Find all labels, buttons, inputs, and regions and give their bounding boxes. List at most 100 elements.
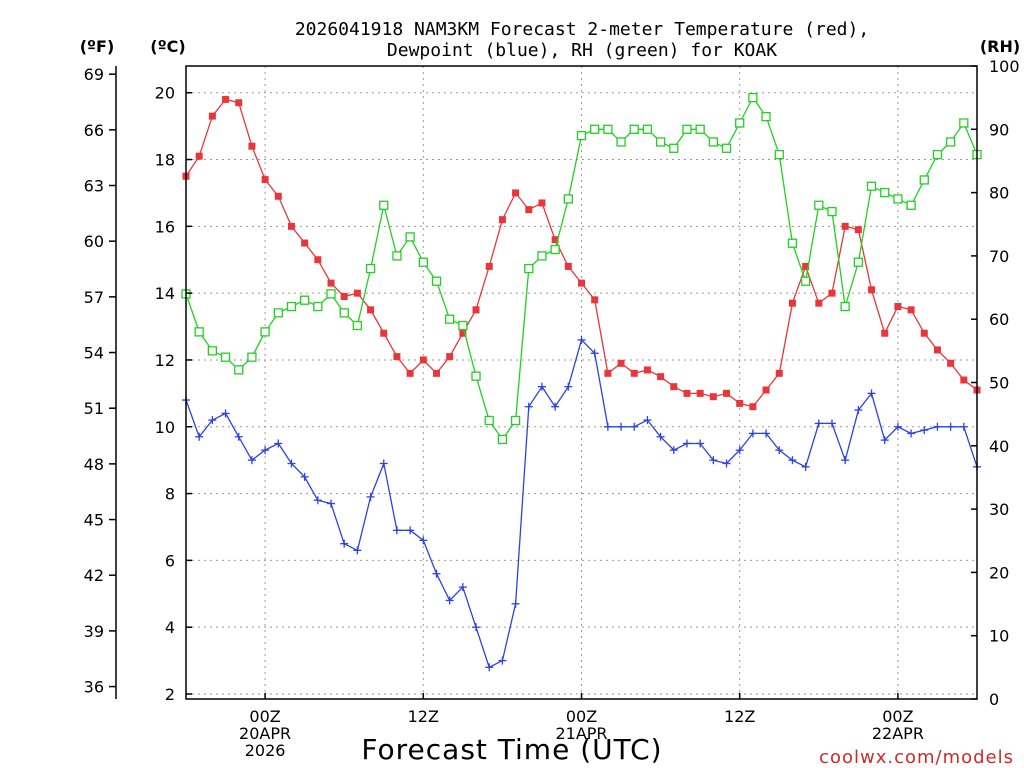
dewpoint-point [340,539,349,548]
dewpoint-point [709,456,718,465]
dewpoint-point [946,422,955,431]
temperature-point [604,369,612,377]
tick-label-fahrenheit: 63 [84,177,104,196]
temperature-point [538,199,546,207]
chart-title: 2026041918 NAM3KM Forecast 2-meter Tempe… [295,19,869,61]
tick-label-rh: 80 [989,184,1009,203]
dewpoint-point [959,422,968,431]
temperature-point [432,369,440,377]
chart-title-line-1: 2026041918 NAM3KM Forecast 2-meter Tempe… [295,19,869,40]
tick-label-fahrenheit: 57 [84,288,104,307]
tick-label-celsius: 10 [155,418,175,437]
temperature-point [749,403,757,411]
rh-point [405,232,415,242]
rh-point [352,320,363,331]
rh-point [616,137,626,147]
dewpoint-point [261,446,270,455]
rh-point [721,143,732,153]
rh-point [695,124,705,134]
dewpoint-point [392,526,401,535]
temperature-point [564,262,572,270]
rh-point [379,200,389,210]
temperature-point [709,393,717,401]
temperature-point [498,216,506,224]
rh-point [550,244,560,255]
tick-label-fahrenheit: 60 [84,232,104,251]
tick-label-celsius: 2 [165,685,175,704]
unit-label-rh: (RH) [980,37,1020,56]
temperature-point [617,359,625,367]
dewpoint-point [696,439,705,448]
rh-point [682,124,692,134]
dewpoint-point [419,536,428,545]
dewpoint-point [577,335,586,344]
rh-point [234,365,244,375]
rh-point [866,181,877,191]
temperature-point [630,369,638,377]
rh-point [392,251,402,261]
temperature-point [301,239,309,247]
dewpoint-point [841,456,850,465]
rh-point [590,124,600,134]
tick-label-time: 12Z [724,707,755,726]
temperature-point [933,346,941,354]
temperature-point [591,296,599,304]
dewpoint-point [537,382,546,391]
rh-point [524,263,534,274]
dewpoint-point [669,446,678,455]
temperature-point [881,329,889,337]
temperature-point [802,262,810,270]
series-1 [182,335,981,672]
dewpoint-point [854,406,863,415]
series-line [185,96,978,441]
series-0 [182,95,981,411]
temperature-point [406,369,414,377]
temperature-point [459,329,467,337]
dewpoint-point [643,416,652,425]
rh-point [774,149,784,160]
tick-label-rh: 20 [989,563,1009,582]
tick-label-fahrenheit: 66 [84,121,104,140]
temperature-point [512,189,520,197]
dewpoint-point [366,492,375,501]
temperature-point [578,279,585,287]
rh-point [761,111,771,122]
dewpoint-point [195,432,204,441]
celsius-axis: 2 4 6 8 10 12 14 16 18 20 [155,84,192,704]
dewpoint-point [327,499,336,508]
dewpoint-point [893,422,902,431]
rh-point [748,93,758,103]
rh-point [708,137,718,147]
dewpoint-point [406,526,415,535]
rh-point [273,308,283,318]
dewpoint-point [485,663,494,672]
tick-label-celsius: 8 [165,485,175,504]
rh-point [207,346,218,356]
temperature-point [446,353,454,361]
temperature-point [551,236,559,244]
tick-label-celsius: 6 [165,551,175,570]
dewpoint-point [775,446,784,455]
tick-label-time: 00Z [882,707,913,726]
rh-point [563,194,573,204]
dewpoint-point [788,456,797,465]
rh-point [629,124,639,134]
unit-label-celsius: (ºC) [150,37,185,56]
dewpoint-point [511,599,520,608]
dewpoint-point [221,409,230,418]
dewpoint-point [907,429,916,438]
dewpoint-point [590,349,599,358]
rh-point [497,434,508,445]
temperature-point [670,383,678,391]
dewpoint-point [551,402,560,411]
tick-label-fahrenheit: 54 [84,344,104,363]
temperature-point [485,262,493,270]
dewpoint-point [300,472,309,481]
unit-label-fahrenheit: (ºF) [80,37,115,56]
rh-point [787,238,798,248]
rh-point [313,301,323,312]
rh-point [959,118,969,128]
temperature-point [393,353,401,361]
tick-label-celsius: 4 [165,618,175,637]
